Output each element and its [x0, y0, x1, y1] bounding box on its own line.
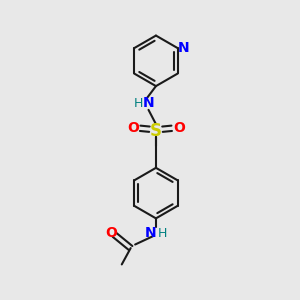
- Text: O: O: [173, 121, 185, 135]
- Text: O: O: [127, 121, 139, 135]
- Text: H: H: [158, 227, 167, 240]
- Text: N: N: [177, 41, 189, 55]
- Text: N: N: [145, 226, 156, 240]
- Text: H: H: [134, 97, 143, 110]
- Text: N: N: [143, 96, 154, 110]
- Text: S: S: [150, 122, 162, 140]
- Text: O: O: [105, 226, 117, 240]
